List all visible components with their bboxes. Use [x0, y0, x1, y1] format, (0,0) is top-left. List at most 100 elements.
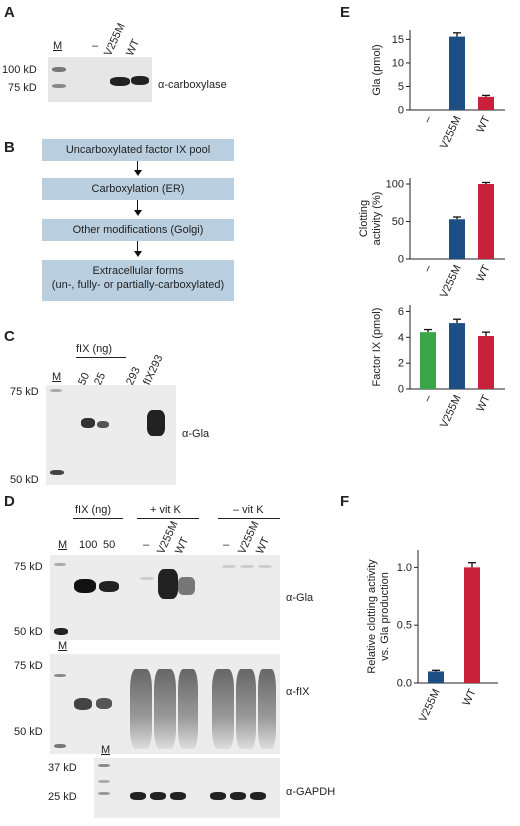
group-underline [76, 357, 126, 358]
blot-fix [50, 654, 280, 754]
lane-label: M [53, 40, 63, 52]
y-axis-label: Gla (pmol) [371, 44, 383, 95]
band-50ng [99, 581, 119, 592]
gapdh-band [170, 792, 186, 800]
lane-label: M [58, 640, 68, 652]
marker-band [54, 674, 66, 677]
y-tick-label: 0 [398, 105, 404, 117]
group-underline [73, 518, 123, 519]
band-wt [131, 76, 149, 85]
y-tick-label: 100 [386, 179, 404, 191]
band-25ng [97, 421, 109, 428]
y-tick-label: 5 [398, 81, 404, 93]
marker-band [50, 389, 62, 392]
flow-step: Other modifications (Golgi) [42, 219, 234, 241]
arrow-down-icon [134, 210, 142, 216]
band-v255m-vitk [158, 569, 178, 599]
antibody-label: α-Gla [182, 428, 210, 440]
y-tick-label: 15 [392, 34, 404, 46]
blot-gla-c [46, 385, 176, 485]
flow-step-line: Extracellular forms [92, 265, 184, 277]
lane-label: – [92, 40, 99, 52]
marker-band [50, 470, 64, 475]
bar [478, 96, 494, 110]
chart-factor-ix: 0 2 4 6 Factor IX (pmol) – V255M WT [371, 305, 505, 430]
marker-band [54, 744, 66, 748]
marker-band [52, 67, 66, 72]
band-50ng [96, 698, 112, 709]
marker-band [98, 780, 110, 783]
faint-band [258, 565, 272, 568]
y-axis-label: Factor IX (pmol) [371, 308, 383, 387]
group-underline [137, 518, 199, 519]
smear-lane [178, 669, 198, 749]
x-tick-label: V255M [417, 687, 443, 724]
faint-band [222, 565, 236, 568]
panel-e-letter: E [340, 4, 351, 21]
group-label: – vit K [233, 504, 264, 516]
group-label: fIX (ng) [76, 343, 113, 355]
x-tick-label: – [421, 392, 435, 403]
blot-carboxylase [48, 57, 152, 102]
bar [449, 36, 465, 110]
band-wt-vitk [178, 577, 195, 595]
y-tick-label: 0.0 [397, 678, 412, 690]
marker-band [52, 84, 66, 88]
y-axis-label: Relative clotting activity [366, 559, 378, 674]
panel-d-letter: D [4, 493, 15, 510]
x-tick-label: V255M [438, 393, 464, 430]
y-axis-label: vs. Gla production [379, 572, 391, 661]
y-tick-label: 1.0 [397, 562, 412, 574]
x-tick-label: – [421, 113, 435, 124]
x-tick-label: V255M [438, 114, 464, 151]
gapdh-band [210, 792, 226, 800]
y-tick-label: 50 [392, 216, 404, 228]
marker-label: 50 kD [14, 726, 43, 738]
lane-label: 50 [103, 539, 116, 551]
marker-label: 50 kD [14, 626, 43, 638]
y-axis-label: Clotting [358, 200, 370, 237]
arrow-shaft [137, 200, 138, 212]
blot-gapdh [94, 758, 280, 818]
x-tick-label: WT [475, 393, 493, 414]
chart-clotting-activity: 0 50 100 Clotting activity (%) – V255M WT [358, 178, 505, 300]
smear-lane [236, 669, 256, 749]
marker-label: 75 kD [10, 386, 39, 398]
chart-relative-clotting: 0.0 0.5 1.0 Relative clotting activity vs. G… [366, 550, 498, 724]
y-tick-label: 2 [398, 358, 404, 370]
y-tick-label: 0 [398, 254, 404, 266]
x-tick-label: WT [475, 263, 493, 284]
band-50ng [81, 418, 95, 428]
smear-lane [154, 669, 176, 749]
y-tick-label: 6 [398, 306, 404, 318]
gapdh-band [250, 792, 266, 800]
bar [464, 567, 480, 683]
y-tick-label: 4 [398, 332, 404, 344]
group-label: fIX (ng) [75, 504, 112, 516]
antibody-label: α-fIX [286, 686, 310, 698]
band-v255m [110, 77, 130, 86]
bar [478, 336, 494, 389]
smear-lane [130, 669, 152, 749]
band-100ng [74, 579, 96, 593]
marker-label: 50 kD [10, 474, 39, 486]
antibody-label: α-GAPDH [286, 786, 336, 798]
bar [449, 219, 465, 259]
group-label: + vit K [150, 504, 181, 516]
flow-step-final: Extracellular forms (un-, fully- or part… [42, 260, 234, 301]
marker-band [98, 764, 110, 767]
marker-label: 100 kD [2, 64, 37, 76]
y-tick-label: 0 [398, 384, 404, 396]
marker-label: 37 kD [48, 762, 77, 774]
marker-label: 75 kD [14, 561, 43, 573]
flow-step: Carboxylation (ER) [42, 178, 234, 200]
group-underline [218, 518, 280, 519]
arrow-shaft [137, 241, 138, 253]
marker-band [98, 792, 110, 795]
y-axis-label: activity (%) [371, 192, 383, 246]
gapdh-band [130, 792, 146, 800]
flow-step-line: (un-, fully- or partially-carboxylated) [51, 279, 225, 291]
marker-label: 25 kD [48, 791, 77, 803]
marker-band [54, 563, 66, 566]
